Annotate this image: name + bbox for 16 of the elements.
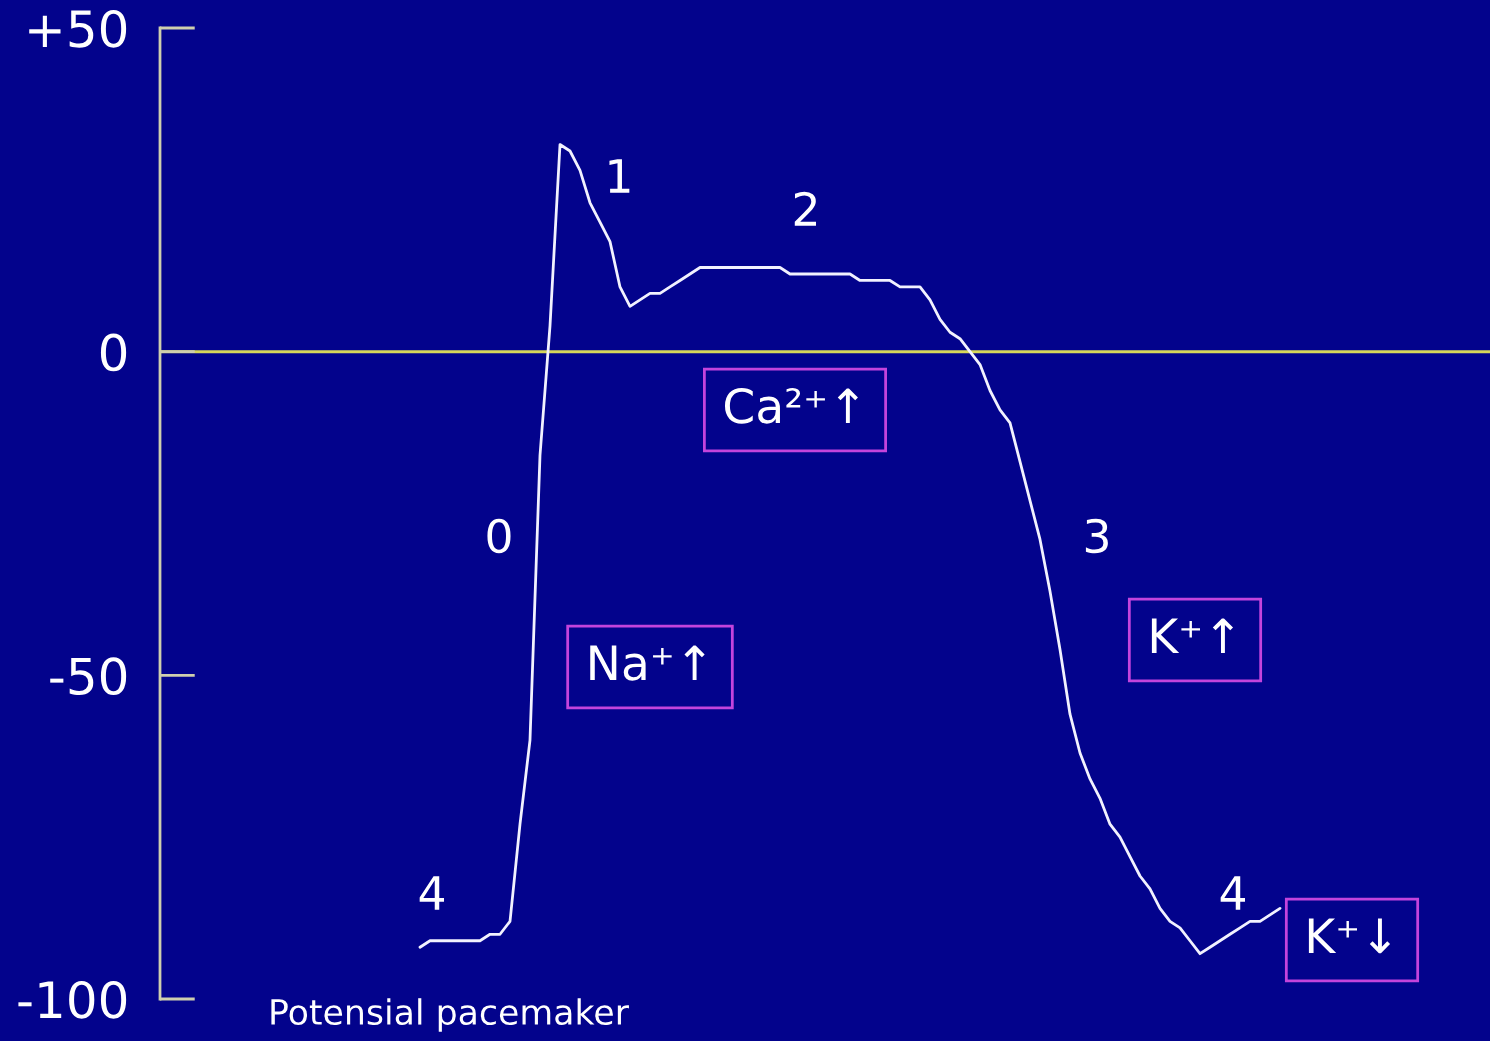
y-tick-label: -50 <box>50 657 127 696</box>
annotation: 4 <box>1220 876 1246 910</box>
annotation: 3 <box>1085 518 1108 554</box>
annotation: Na⁺↑ <box>590 645 705 681</box>
annotation: 1 <box>609 159 630 193</box>
y-tick-label: 0 <box>100 333 127 372</box>
annotation: 0 <box>487 518 511 554</box>
annotation: K⁺↑ <box>1151 618 1234 654</box>
text: K⁺↓ <box>1308 918 1391 954</box>
annotation: 4 <box>419 876 445 910</box>
annotation: Ca²⁺↑ <box>724 387 858 424</box>
annotation: Potensial pacemaker <box>271 998 629 1032</box>
y-tick-label: -100 <box>18 980 127 1019</box>
annotation: 2 <box>794 191 816 226</box>
line-series <box>418 143 1282 956</box>
y-tick-label: +50 <box>29 9 127 48</box>
